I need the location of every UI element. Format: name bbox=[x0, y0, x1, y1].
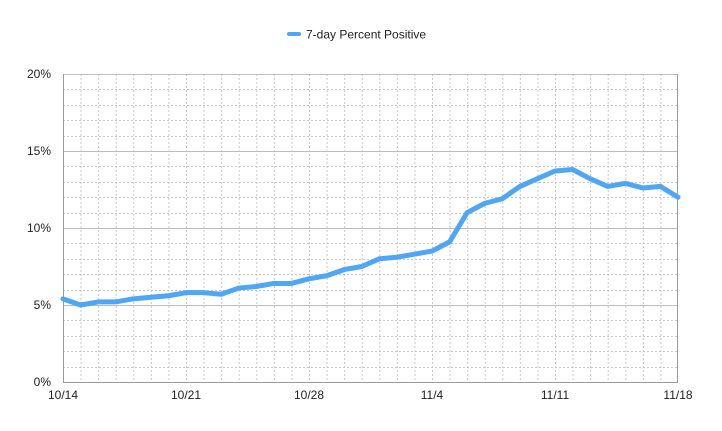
x-tick-label: 10/21 bbox=[171, 388, 201, 402]
x-tick-label: 11/11 bbox=[541, 388, 570, 402]
x-tick-label: 10/28 bbox=[294, 388, 324, 402]
axes bbox=[63, 74, 678, 383]
x-axis-ticks: 10/14 10/21 10/28 11/4 11/11 11/18 bbox=[48, 388, 693, 402]
y-tick-label: 15% bbox=[27, 144, 51, 158]
y-tick-label: 5% bbox=[34, 298, 52, 312]
legend-label: 7-day Percent Positive bbox=[306, 28, 426, 42]
y-tick-label: 0% bbox=[34, 375, 52, 389]
x-tick-label: 10/14 bbox=[48, 388, 78, 402]
x-tick-label: 11/4 bbox=[421, 388, 444, 402]
series-line bbox=[60, 166, 681, 308]
y-axis-ticks: 0% 5% 10% 15% 20% bbox=[27, 67, 51, 389]
series-lines bbox=[60, 166, 681, 308]
y-tick-label: 10% bbox=[27, 221, 51, 235]
y-tick-label: 20% bbox=[27, 67, 51, 81]
gridlines bbox=[63, 74, 678, 382]
legend: 7-day Percent Positive bbox=[287, 28, 426, 42]
x-tick-label: 11/18 bbox=[663, 388, 692, 402]
